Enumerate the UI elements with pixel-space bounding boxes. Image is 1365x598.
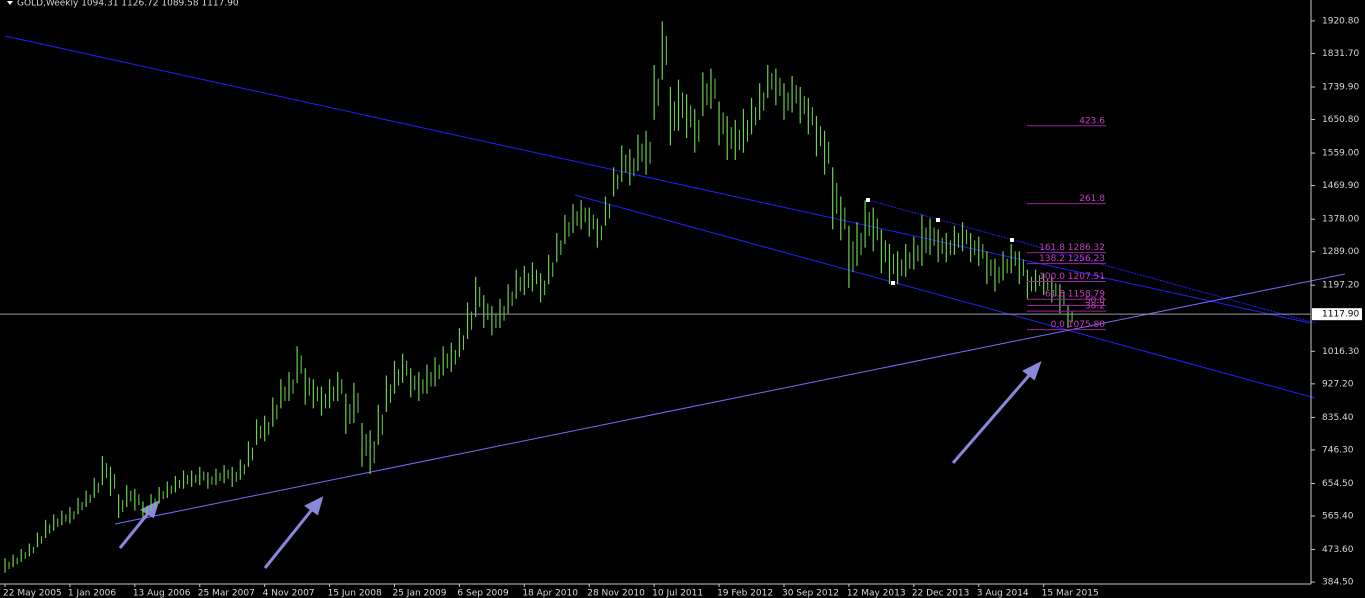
x-tick-label: 13 Aug 2006 [133,589,191,598]
channel-line [867,199,1316,324]
menu-icon [7,1,13,5]
y-tick-label: 1469.90 [1322,181,1359,191]
current-price-box [1312,308,1362,321]
support-line [114,273,1346,525]
fib-label: 138.2 1256.23 [1039,254,1105,264]
anchor-point [891,281,895,285]
x-tick-label: 22 Dec 2013 [912,589,970,598]
chart-title: GOLD,Weekly 1094.31 1126.72 1089.58 1117… [17,0,239,9]
y-tick-label: 1650.80 [1322,115,1359,125]
anchor-point [1010,238,1014,242]
y-tick-label: 565.40 [1322,512,1354,522]
anchor-point [936,218,940,222]
y-tick-label: 835.40 [1322,413,1354,423]
current-price-label: 1117.90 [1322,310,1359,320]
x-tick-label: 18 Apr 2010 [522,589,578,598]
trend-line [4,35,1311,324]
x-tick-label: 1 Jan 2006 [68,589,116,598]
fib-label: 50.0 [1085,296,1105,306]
y-tick-label: 1559.00 [1322,149,1359,159]
arrow [263,506,316,569]
x-tick-label: 25 Jan 2009 [392,589,446,598]
arrow-head [139,500,160,519]
y-tick-label: 1289.00 [1322,247,1359,257]
y-tick-label: 746.30 [1322,445,1354,455]
y-tick-label: 1739.90 [1322,82,1359,92]
x-tick-label: 4 Nov 2007 [263,589,315,598]
fib-label: 423.6 [1079,116,1105,126]
arrow [951,371,1034,464]
x-tick-label: 15 Jun 2008 [328,589,382,598]
x-tick-label: 15 Mar 2015 [1042,589,1099,598]
drawings [4,35,1346,569]
y-tick-label: 654.50 [1322,479,1354,489]
arrow [118,510,152,549]
x-tick-label: 3 Aug 2014 [977,589,1029,598]
arrow-head [1022,360,1042,381]
anchor-point [866,198,870,202]
y-tick-label: 927.20 [1322,379,1354,389]
fib-label: 61.8 1158.79 [1045,290,1105,300]
x-tick-label: 30 Sep 2012 [782,589,839,598]
fib-label: 38.2 [1085,302,1105,312]
x-tick-label: 10 Jul 2011 [652,589,703,598]
fib-label: 100.0 1207.51 [1039,272,1105,282]
y-tick-label: 1920.80 [1322,16,1359,26]
x-tick-label: 25 Mar 2007 [198,589,255,598]
y-tick-label: 473.60 [1322,545,1354,555]
y-tick-label: 384.50 [1322,578,1354,588]
x-tick-label: 6 Sep 2009 [457,589,509,598]
fib-label: 0.0 1075.80 [1051,320,1106,330]
arrow-head [304,496,324,516]
y-tick-label: 1016.30 [1322,347,1359,357]
x-tick-label: 12 May 2013 [847,589,906,598]
x-tick-label: 19 Feb 2012 [717,589,773,598]
y-tick-label: 1197.20 [1322,281,1359,291]
y-tick-label: 1378.00 [1322,215,1359,225]
fib-label: 261.8 [1079,194,1105,204]
y-tick-label: 1831.70 [1322,49,1359,59]
x-tick-label: 28 Nov 2010 [587,589,645,598]
trend-line [574,194,1316,399]
fib-label: 161.8 1286.32 [1039,243,1105,253]
x-tick-label: 22 May 2005 [3,589,62,598]
